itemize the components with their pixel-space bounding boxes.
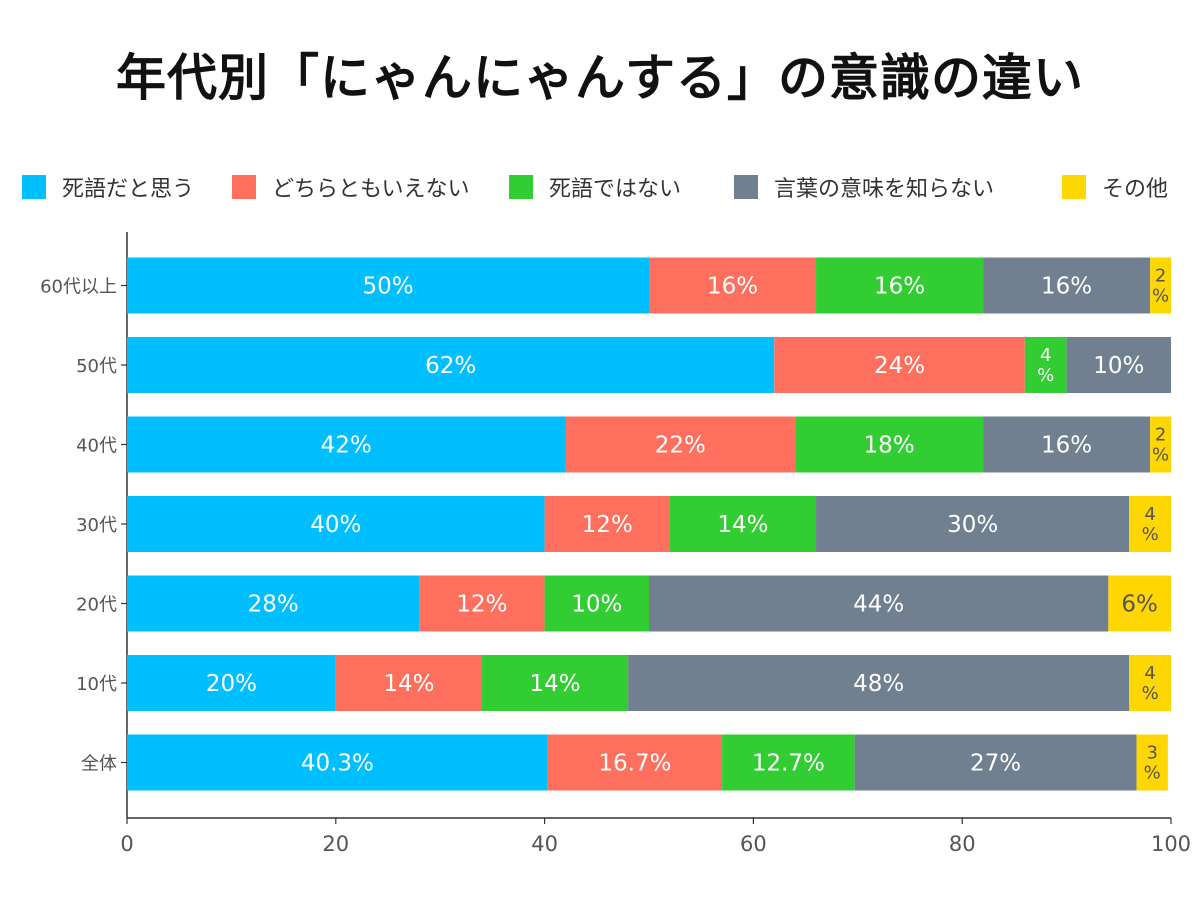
data-label: 42% — [321, 433, 372, 459]
data-label: 16.7% — [598, 751, 671, 777]
bar-segment — [547, 734, 723, 791]
bar-segment — [565, 416, 796, 473]
bar-segment — [1108, 575, 1171, 632]
bar-segment — [1150, 257, 1171, 314]
legend-label: 言葉の意味を知らない — [774, 177, 995, 202]
bar-segment — [649, 575, 1109, 632]
data-label: 6% — [1121, 592, 1158, 618]
bar-segment — [1066, 337, 1171, 393]
data-label: 12.7% — [752, 751, 825, 777]
data-label: 12% — [582, 512, 633, 538]
bar-segment — [544, 575, 649, 632]
legend-label: 死語だと思う — [62, 177, 195, 202]
bar-segment — [795, 416, 984, 473]
y-tick-label: 20代 — [76, 595, 117, 616]
bar-segment — [335, 655, 482, 711]
y-tick-label: 60代以上 — [40, 277, 117, 298]
legend-item: 死語ではない — [509, 170, 681, 204]
legend-label: その他 — [1102, 177, 1169, 202]
legend-swatch — [22, 175, 46, 199]
legend-item: 死語だと思う — [22, 170, 194, 204]
bar-segment — [127, 496, 545, 552]
data-label: 22% — [655, 433, 706, 459]
data-label: 2% — [1152, 266, 1169, 307]
data-label: 10% — [571, 592, 622, 618]
y-tick-label: 全体 — [81, 754, 117, 775]
bar-segment — [1024, 337, 1067, 393]
y-tick-label: 10代 — [76, 674, 117, 695]
data-label: 62% — [425, 353, 476, 379]
data-label: 20% — [206, 671, 257, 697]
bar-segment — [481, 655, 629, 711]
legend: 死語だと思う どちらともいえない 死語ではない 言葉の意味を知らない その他 — [22, 170, 1192, 204]
bar-segment — [544, 496, 670, 552]
bar-segment — [419, 575, 545, 632]
data-label: 40.3% — [301, 751, 374, 777]
legend-item: どちらともいえない — [232, 170, 470, 204]
bar-segment — [669, 496, 817, 552]
bar-segment — [816, 257, 984, 314]
data-label: 2% — [1152, 425, 1169, 466]
bar-segment — [1150, 416, 1171, 473]
legend-swatch — [509, 175, 533, 199]
y-tick-label: 30代 — [76, 515, 117, 536]
bar-segment — [983, 257, 1151, 314]
data-label: 4% — [1142, 663, 1159, 704]
data-label: 14% — [383, 671, 434, 697]
x-tick-label: 0 — [120, 832, 133, 856]
legend-label: 死語ではない — [549, 177, 682, 202]
data-label: 16% — [874, 274, 925, 300]
x-tick-label: 40 — [531, 832, 558, 856]
data-label: 16% — [1041, 274, 1092, 300]
bar-segment — [983, 416, 1151, 473]
bar-segment — [854, 734, 1137, 791]
x-tick-label: 60 — [740, 832, 767, 856]
bar-segment — [127, 734, 548, 791]
x-tick-label: 80 — [949, 832, 976, 856]
chart-title: 年代別「にゃんにゃんする」の意識の違い — [116, 49, 1084, 107]
data-label: 16% — [707, 274, 758, 300]
legend-item: 言葉の意味を知らない — [734, 170, 994, 204]
data-label: 12% — [456, 592, 507, 618]
bar-segment — [816, 496, 1130, 552]
bar-segment — [649, 257, 817, 314]
bar-segment — [127, 655, 336, 711]
data-label: 18% — [864, 433, 915, 459]
x-tick-label: 20 — [322, 832, 349, 856]
data-label: 40% — [310, 512, 361, 538]
bar-segment — [774, 337, 1025, 393]
y-tick-label: 40代 — [76, 436, 117, 457]
data-label: 48% — [853, 671, 904, 697]
data-label: 4% — [1037, 345, 1054, 386]
data-label: 28% — [248, 592, 299, 618]
data-label: 4% — [1142, 504, 1159, 545]
data-label: 10% — [1093, 353, 1144, 379]
bar-segment — [127, 257, 649, 314]
data-label: 14% — [717, 512, 768, 538]
legend-swatch — [1062, 175, 1086, 199]
bar-segment — [127, 575, 420, 632]
bar-segment — [628, 655, 1130, 711]
data-label: 50% — [362, 274, 413, 300]
bar-segment — [1129, 655, 1171, 711]
bar-segment — [127, 337, 775, 393]
data-label: 14% — [529, 671, 580, 697]
bar-segment — [1129, 496, 1171, 552]
data-label: 24% — [874, 353, 925, 379]
legend-swatch — [734, 175, 758, 199]
data-label: 27% — [970, 751, 1021, 777]
bar-segment — [722, 734, 855, 791]
data-label: 30% — [947, 512, 998, 538]
legend-swatch — [232, 175, 256, 199]
data-label: 3% — [1144, 743, 1161, 784]
bar-segment — [127, 416, 566, 473]
legend-label: どちらともいえない — [272, 177, 470, 202]
x-tick-label: 100 — [1151, 832, 1191, 856]
y-tick-label: 50代 — [76, 356, 117, 377]
data-label: 44% — [853, 592, 904, 618]
data-label: 16% — [1041, 433, 1092, 459]
legend-item: その他 — [1062, 170, 1168, 204]
bar-segment — [1136, 734, 1168, 791]
